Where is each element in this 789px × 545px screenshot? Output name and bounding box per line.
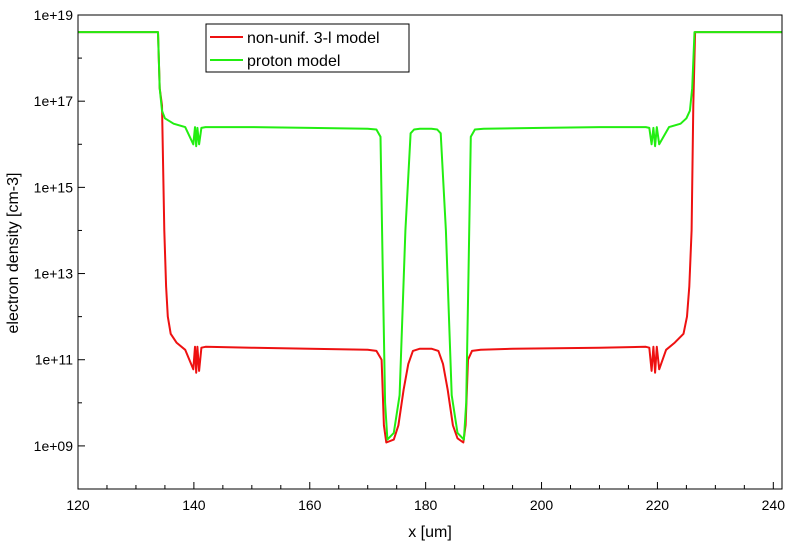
- x-tick-label-5: 220: [646, 497, 670, 513]
- y-tick-label-0: 1e+09: [34, 438, 74, 454]
- x-tick-label-0: 120: [66, 497, 90, 513]
- x-axis-title: x [um]: [408, 524, 452, 541]
- x-tick-label-4: 200: [530, 497, 554, 513]
- y-tick-label-2: 1e+13: [34, 266, 74, 282]
- plot-frame: [77, 14, 783, 490]
- legend: non-unif. 3-l model proton model: [205, 23, 410, 73]
- y-tick-label-1: 1e+11: [35, 352, 73, 368]
- axes-layer: 120 140 160 180 200 220 240 1e+09 1e+11 1e+13 1e+1…: [34, 7, 786, 513]
- x-tick-label-2: 160: [298, 497, 322, 513]
- y-tick-label-5: 1e+19: [34, 7, 74, 23]
- series-line-1: [78, 31, 782, 441]
- legend-label-0: non-unif. 3-l model: [247, 30, 380, 47]
- series-line-0: [78, 31, 782, 444]
- y-tick-label-3: 1e+15: [34, 179, 74, 195]
- x-tick-label-6: 240: [762, 497, 786, 513]
- legend-box: [205, 23, 410, 73]
- x-tick-label-1: 140: [182, 497, 206, 513]
- x-tick-label-3: 180: [414, 497, 438, 513]
- series-layer: [78, 31, 782, 444]
- y-tick-label-4: 1e+17: [34, 93, 74, 109]
- legend-label-1: proton model: [247, 53, 340, 70]
- y-axis-title: electron density [cm-3]: [5, 173, 22, 334]
